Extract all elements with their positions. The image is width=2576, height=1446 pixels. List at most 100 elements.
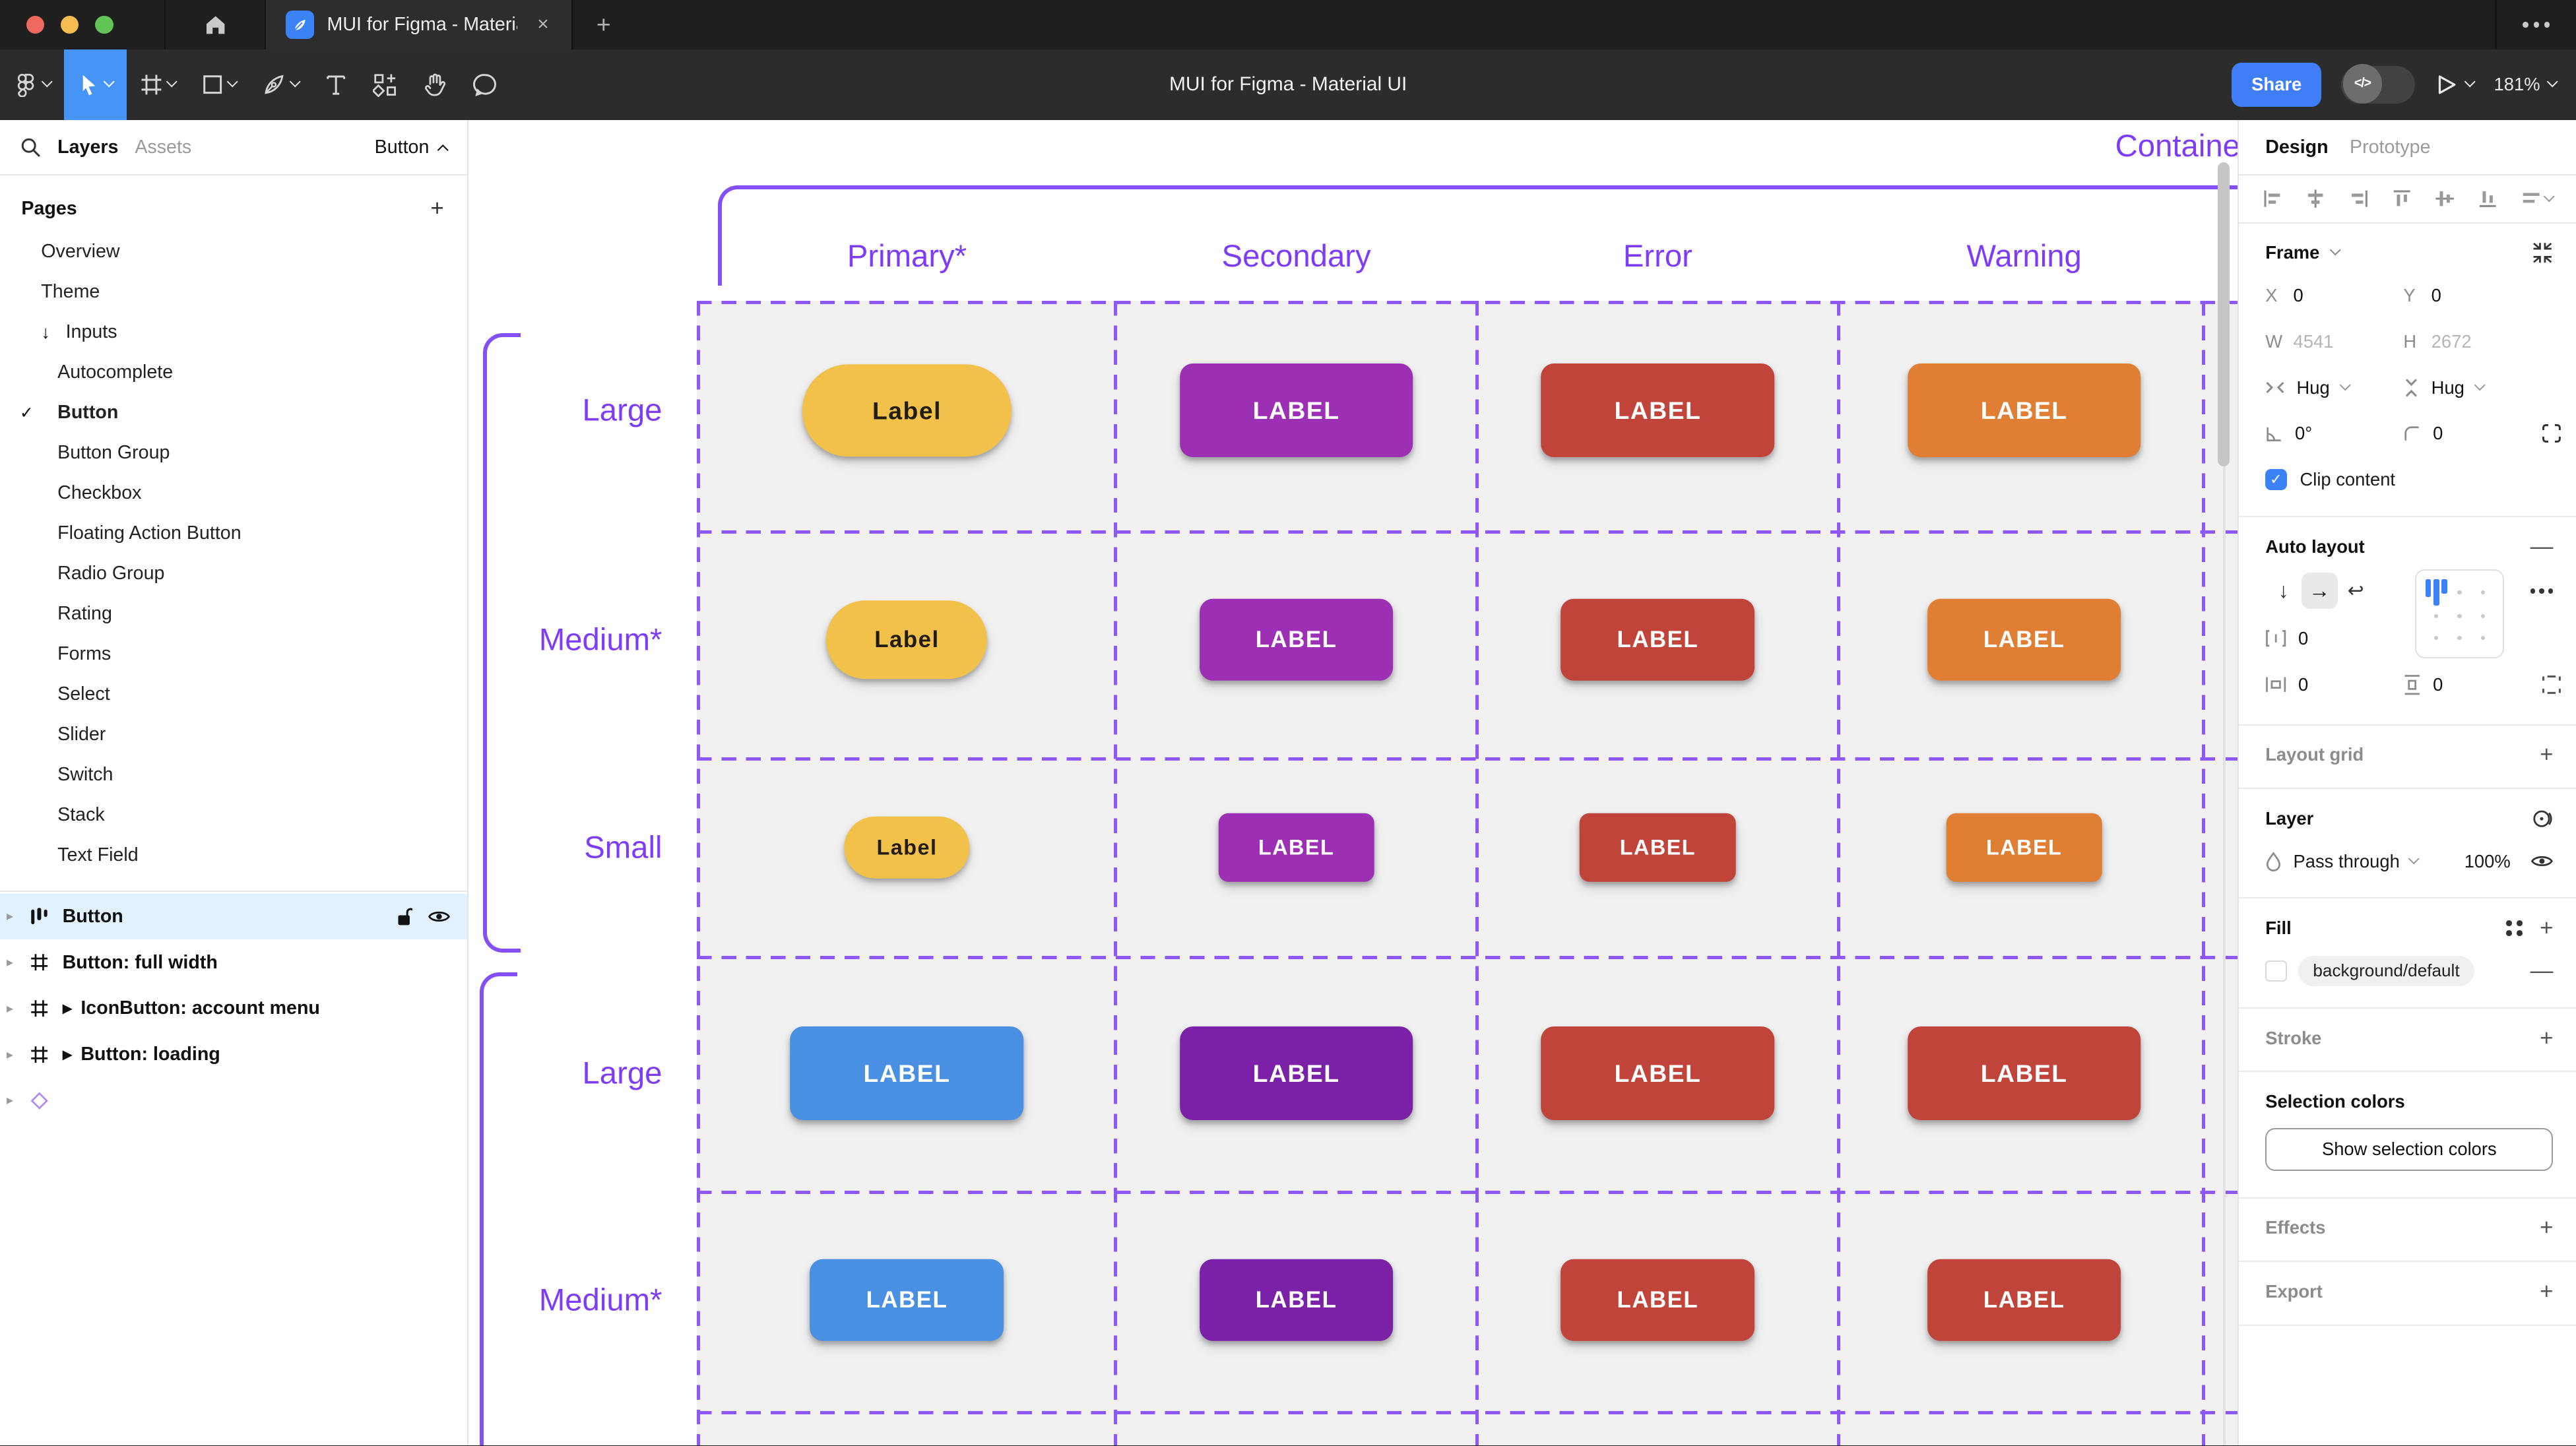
- corner-radius-field[interactable]: 0: [2403, 423, 2541, 444]
- blend-mode-select[interactable]: Pass through: [2293, 850, 2400, 871]
- canvas-button-large-secondary[interactable]: LABEL: [1179, 1026, 1413, 1121]
- canvas-button-small-error[interactable]: LABEL: [1580, 813, 1736, 883]
- height-field[interactable]: H 2672: [2403, 330, 2472, 352]
- add-effect-button[interactable]: +: [2540, 1214, 2554, 1241]
- component-selector[interactable]: Button: [375, 137, 449, 158]
- canvas-button-large-error[interactable]: LABEL: [1541, 363, 1775, 458]
- page-item-text-field[interactable]: Text Field: [0, 835, 467, 875]
- frame-section-title[interactable]: Frame: [2265, 242, 2320, 263]
- tab-design[interactable]: Design: [2265, 136, 2329, 158]
- independent-corners-icon[interactable]: [2542, 424, 2561, 443]
- window-more-menu-button[interactable]: [2497, 0, 2576, 49]
- page-item-slider[interactable]: Slider: [0, 714, 467, 755]
- actions-tool[interactable]: [360, 49, 410, 120]
- layer-row-button-loading[interactable]: ▸ ▶ Button: loading: [0, 1032, 467, 1078]
- clip-content-checkbox[interactable]: ✓: [2265, 468, 2287, 491]
- eye-icon[interactable]: [2530, 853, 2554, 869]
- zoom-level-menu[interactable]: 181%: [2494, 74, 2559, 95]
- dev-mode-toggle[interactable]: </>: [2341, 64, 2416, 104]
- layer-row-button-full-width[interactable]: ▸ Button: full width: [0, 939, 467, 986]
- pen-tool[interactable]: [249, 49, 312, 120]
- canvas-button-medium-error[interactable]: LABEL: [1561, 1259, 1755, 1342]
- frame-tool[interactable]: [127, 49, 189, 120]
- frame-title-contained[interactable]: Contained: [2115, 129, 2238, 164]
- expand-chevron-icon[interactable]: ▸: [6, 1001, 13, 1016]
- vertical-resizing-select[interactable]: Hug: [2403, 377, 2541, 398]
- add-page-button[interactable]: +: [430, 195, 444, 222]
- remove-fill-button[interactable]: —: [2530, 957, 2554, 984]
- distribute-menu-icon[interactable]: [2521, 188, 2555, 209]
- page-item-button-group[interactable]: Button Group: [0, 433, 467, 473]
- canvas-button-large-primary[interactable]: LABEL: [790, 1026, 1024, 1121]
- canvas-button-medium-warning[interactable]: LABEL: [1927, 1259, 2121, 1342]
- page-item-switch[interactable]: Switch: [0, 755, 467, 795]
- width-field[interactable]: W 4541: [2265, 330, 2334, 352]
- minimize-window-button[interactable]: [61, 15, 79, 34]
- search-icon[interactable]: [20, 137, 41, 158]
- canvas-button-medium-secondary[interactable]: LABEL: [1199, 1259, 1394, 1342]
- layout-horizontal-button[interactable]: →: [2301, 573, 2338, 610]
- main-menu[interactable]: [0, 49, 64, 120]
- page-item-radio-group[interactable]: Radio Group: [0, 553, 467, 594]
- horizontal-resizing-select[interactable]: Hug: [2265, 377, 2403, 398]
- file-tab[interactable]: MUI for Figma - Material UI ×: [266, 0, 572, 49]
- hand-tool[interactable]: [410, 49, 460, 120]
- layer-row-button[interactable]: ▸ Button: [0, 893, 467, 940]
- expand-chevron-icon[interactable]: ▸: [6, 1093, 13, 1108]
- styles-icon[interactable]: [2506, 920, 2523, 937]
- page-item-checkbox[interactable]: Checkbox: [0, 473, 467, 513]
- page-item-button[interactable]: ✓ Button: [0, 393, 467, 433]
- page-item-inputs[interactable]: ↓ Inputs: [0, 312, 467, 352]
- remove-auto-layout-button[interactable]: —: [2530, 533, 2554, 559]
- new-tab-button[interactable]: +: [596, 10, 611, 38]
- canvas-button-small-warning[interactable]: LABEL: [1946, 813, 2102, 883]
- present-button[interactable]: [2435, 73, 2476, 96]
- text-tool[interactable]: [312, 49, 360, 120]
- show-selection-colors-button[interactable]: Show selection colors: [2265, 1127, 2554, 1171]
- tab-layers[interactable]: Layers: [57, 136, 119, 158]
- canvas-button-medium-primary[interactable]: Label: [826, 600, 988, 679]
- rotation-field[interactable]: 0°: [2265, 423, 2403, 444]
- layout-vertical-button[interactable]: ↓: [2278, 579, 2289, 603]
- layout-wrap-button[interactable]: ↩: [2347, 580, 2364, 602]
- comment-tool[interactable]: [460, 49, 511, 120]
- canvas-scrollbar-thumb[interactable]: [2218, 162, 2230, 467]
- collapse-panel-icon[interactable]: [2532, 242, 2553, 263]
- alignment-grid-widget[interactable]: [2415, 569, 2504, 658]
- canvas-button-large-primary[interactable]: Label: [802, 364, 1012, 457]
- tab-assets[interactable]: Assets: [135, 136, 192, 158]
- align-left-icon[interactable]: [2262, 188, 2283, 209]
- align-horizontal-center-icon[interactable]: [2305, 188, 2326, 209]
- canvas-button-large-warning[interactable]: LABEL: [1907, 1026, 2141, 1121]
- expand-chevron-icon[interactable]: ▸: [6, 1047, 13, 1062]
- zoom-window-button[interactable]: [95, 15, 113, 34]
- layer-opacity-field[interactable]: 100%: [2464, 850, 2511, 871]
- canvas-button-small-primary[interactable]: Label: [844, 816, 970, 879]
- auto-layout-more-icon[interactable]: [2530, 588, 2554, 594]
- close-window-button[interactable]: [26, 15, 45, 34]
- vertical-padding-field[interactable]: 0: [2403, 674, 2541, 695]
- fill-color-swatch[interactable]: [2265, 960, 2287, 982]
- blend-mode-icon[interactable]: [2532, 808, 2553, 829]
- expand-chevron-icon[interactable]: ▸: [6, 955, 13, 970]
- canvas-button-medium-error[interactable]: LABEL: [1561, 598, 1755, 681]
- item-spacing-field[interactable]: 0: [2265, 628, 2403, 649]
- add-export-button[interactable]: +: [2540, 1278, 2554, 1304]
- canvas-button-large-secondary[interactable]: LABEL: [1179, 363, 1413, 458]
- expand-chevron-icon[interactable]: ▸: [6, 909, 13, 924]
- move-tool[interactable]: [64, 49, 127, 120]
- shape-tool[interactable]: [189, 49, 249, 120]
- unlock-icon[interactable]: [397, 907, 413, 927]
- page-item-forms[interactable]: Forms: [0, 634, 467, 674]
- layer-row--menu-[interactable]: ▸: [0, 1077, 467, 1123]
- canvas-button-medium-warning[interactable]: LABEL: [1927, 598, 2121, 681]
- add-layout-grid-button[interactable]: +: [2540, 741, 2554, 768]
- chevron-down-icon[interactable]: [2329, 244, 2341, 257]
- layer-row-iconbutton-account-menu[interactable]: ▸ ▶ IconButton: account menu: [0, 986, 467, 1032]
- add-stroke-button[interactable]: +: [2540, 1024, 2554, 1051]
- tab-prototype[interactable]: Prototype: [2350, 136, 2431, 158]
- canvas-button-small-secondary[interactable]: LABEL: [1218, 813, 1374, 883]
- canvas-button-medium-secondary[interactable]: LABEL: [1199, 598, 1394, 681]
